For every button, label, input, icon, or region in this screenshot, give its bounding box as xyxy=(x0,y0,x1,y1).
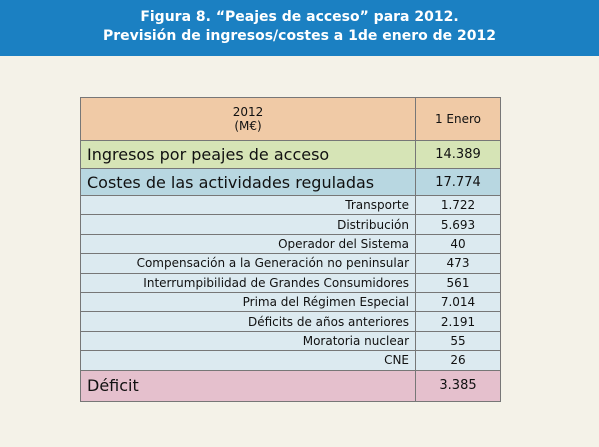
row-value: 561 xyxy=(415,272,501,293)
header-cell: 2012 (M€) xyxy=(80,97,416,141)
row-value: 3.385 xyxy=(415,369,501,402)
row-label: Operador del Sistema xyxy=(80,233,416,255)
table-row: Operador del Sistema 40 xyxy=(80,233,501,255)
figure-subtitle: Previsión de ingresos/costes a 1de enero… xyxy=(103,28,496,44)
table-row: Moratoria nuclear 55 xyxy=(80,330,501,352)
row-label: Distribución xyxy=(80,214,416,235)
table-row: Transporte 1.722 xyxy=(80,194,501,216)
row-label: CNE xyxy=(80,350,416,371)
table-row: CNE 26 xyxy=(80,350,501,371)
row-label: Interrumpibilidad de Grandes Consumidore… xyxy=(80,272,416,293)
header-year: 2012 xyxy=(232,105,264,119)
row-label: Prima del Régimen Especial xyxy=(80,291,416,313)
data-table: 2012 (M€) 1 Enero Ingresos por peajes de ac… xyxy=(80,97,501,402)
row-value: 2.191 xyxy=(415,311,501,332)
header-cell: 1 Enero xyxy=(415,97,501,141)
table-row: Distribución 5.693 xyxy=(80,214,501,235)
table-row: Ingresos por peajes de acceso 14.389 xyxy=(80,140,501,169)
header-unit: (M€) xyxy=(234,119,262,133)
table-row: Costes de las actividades reguladas 17.77… xyxy=(80,168,501,196)
row-label: Déficits de años anteriores xyxy=(80,311,416,332)
row-value: 55 xyxy=(415,330,501,352)
row-label: Moratoria nuclear xyxy=(80,330,416,352)
row-value: 14.389 xyxy=(415,140,501,169)
row-value: 5.693 xyxy=(415,214,501,235)
table-row: Déficit 3.385 xyxy=(80,369,501,402)
table-row: Interrumpibilidad de Grandes Consumidore… xyxy=(80,272,501,293)
figure-title: Figura 8. “Peajes de acceso” para 2012. xyxy=(140,9,459,25)
figure-header: Figura 8. “Peajes de acceso” para 2012. … xyxy=(0,0,599,56)
table-row: Déficits de años anteriores 2.191 xyxy=(80,311,501,332)
row-value: 473 xyxy=(415,253,501,274)
row-label: Déficit xyxy=(80,369,416,402)
row-value: 17.774 xyxy=(415,168,501,196)
row-value: 1.722 xyxy=(415,194,501,216)
row-value: 40 xyxy=(415,233,501,255)
row-label: Costes de las actividades reguladas xyxy=(80,168,416,196)
table-row: Prima del Régimen Especial 7.014 xyxy=(80,291,501,313)
row-label: Compensación a la Generación no peninsul… xyxy=(80,253,416,274)
row-label: Ingresos por peajes de acceso xyxy=(80,140,416,169)
row-label: Transporte xyxy=(80,194,416,216)
row-value: 7.014 xyxy=(415,291,501,313)
header-row: 2012 (M€) 1 Enero xyxy=(80,97,501,141)
row-value: 26 xyxy=(415,350,501,371)
table-row: Compensación a la Generación no peninsul… xyxy=(80,253,501,274)
